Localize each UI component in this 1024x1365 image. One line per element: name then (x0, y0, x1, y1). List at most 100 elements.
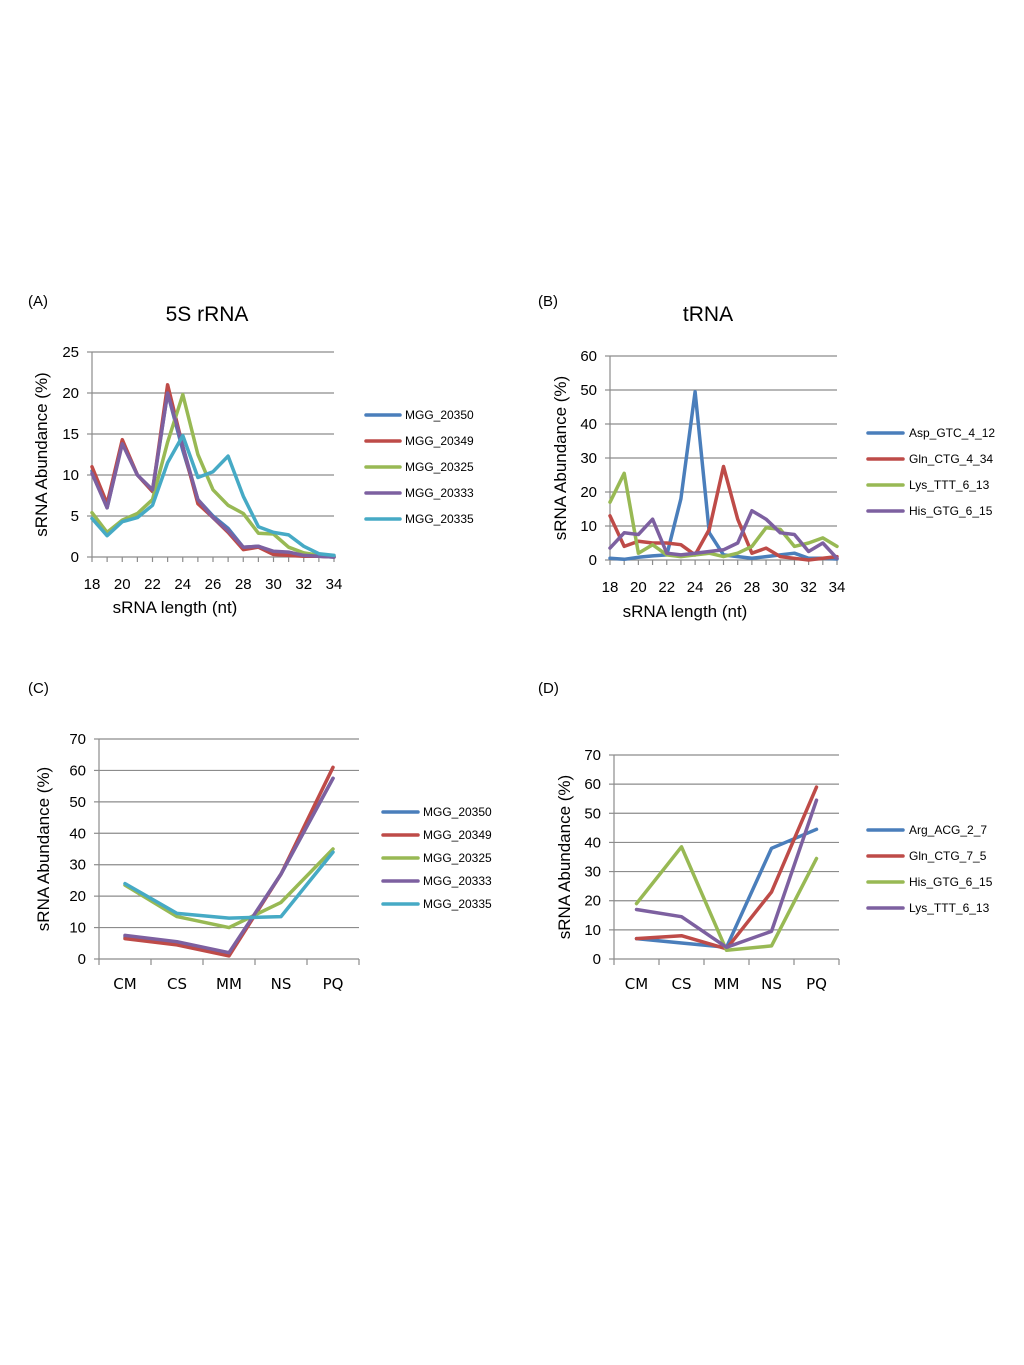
legend-entry: Asp_GTC_4_12 (909, 426, 995, 440)
y-tick-label: 15 (62, 426, 79, 443)
y-tick-label: 20 (580, 484, 597, 501)
legend-entry: MGG_20325 (423, 851, 492, 865)
series-line-his_gtg_6_15 (608, 508, 839, 561)
chart-panel-2: (B) tRNA 0 10 20 30 40 50 60 18 20 22 24 26 28 30 32 34 sR… (538, 293, 995, 621)
legend-entry: Lys_TTT_6_13 (909, 478, 990, 492)
panel-label: (A) (28, 293, 48, 310)
y-tick-label: 25 (62, 344, 79, 361)
legend-entry: MGG_20350 (423, 805, 492, 819)
x-tick-label: CM (625, 975, 648, 993)
y-tick-label: 20 (69, 888, 86, 905)
chart-panel-3: (C) 0 10 20 30 40 50 60 70 CM CS MM NS PQ sRNA Abundan… (28, 680, 492, 993)
x-tick-label: CS (672, 975, 692, 993)
panel-label: (B) (538, 293, 558, 310)
y-tick-label: 0 (589, 552, 597, 569)
x-tick-label: MM (216, 975, 242, 993)
x-axis-title: sRNA length (nt) (623, 602, 748, 621)
x-tick-label: 34 (829, 579, 846, 596)
y-tick-label: 60 (584, 776, 601, 793)
x-tick-label: 32 (295, 576, 312, 593)
y-tick-label: 60 (580, 348, 597, 365)
x-tick-label: 22 (658, 579, 675, 596)
series-line-mgg_20325 (123, 847, 335, 930)
series-line-lys_ttt_6_13 (634, 798, 819, 950)
y-tick-label: 10 (580, 518, 597, 535)
x-tick-label: 20 (114, 576, 131, 593)
legend-entry: MGG_20350 (405, 408, 474, 422)
series-line-asp_gtc_4_12 (608, 389, 839, 562)
chart-title: tRNA (683, 303, 733, 326)
series-line-mgg_20333 (90, 391, 336, 559)
series-line-mgg_20335 (123, 850, 335, 920)
x-tick-label: 30 (265, 576, 282, 593)
x-tick-label: CS (167, 975, 187, 993)
y-axis-title: sRNA Abundance (%) (32, 372, 51, 536)
y-tick-label: 0 (71, 549, 79, 566)
x-tick-label: 32 (800, 579, 817, 596)
y-tick-label: 50 (580, 382, 597, 399)
y-tick-label: 10 (62, 467, 79, 484)
y-tick-label: 0 (78, 951, 86, 968)
legend-entry: Lys_TTT_6_13 (909, 901, 990, 915)
series-line-his_gtg_6_15 (634, 845, 819, 953)
x-tick-label: CM (113, 975, 136, 993)
x-tick-label: 24 (687, 579, 704, 596)
legend-entry: MGG_20335 (423, 897, 492, 911)
y-tick-label: 20 (584, 893, 601, 910)
y-tick-label: 70 (584, 747, 601, 764)
series-line-lys_ttt_6_13 (608, 471, 839, 559)
x-tick-label: PQ (323, 975, 344, 993)
y-tick-label: 5 (71, 508, 79, 525)
x-tick-label: 28 (235, 576, 252, 593)
y-tick-label: 10 (584, 922, 601, 939)
x-tick-label: 30 (772, 579, 789, 596)
chart-panel-4: (D) 0 10 20 30 40 50 60 70 CM CS MM NS PQ sRNA Abundan… (538, 680, 993, 993)
legend-entry: MGG_20335 (405, 512, 474, 526)
panel-label: (D) (538, 680, 559, 697)
legend-entry: His_GTG_6_15 (909, 504, 993, 518)
y-tick-label: 20 (62, 385, 79, 402)
x-tick-label: 18 (84, 576, 101, 593)
series-line-mgg_20333 (123, 776, 335, 955)
legend-entry: MGG_20333 (423, 874, 492, 888)
y-tick-label: 0 (593, 951, 601, 968)
y-tick-label: 40 (69, 825, 86, 842)
y-axis-title: sRNA Abundance (%) (551, 376, 570, 540)
y-tick-label: 60 (69, 762, 86, 779)
series-line-gln_ctg_4_34 (608, 464, 839, 562)
legend-entry: Gln_CTG_4_34 (909, 452, 993, 466)
x-tick-label: 22 (144, 576, 161, 593)
y-tick-label: 40 (580, 416, 597, 433)
legend-entry: His_GTG_6_15 (909, 875, 993, 889)
chart-title: 5S rRNA (166, 303, 249, 326)
legend-entry: MGG_20349 (423, 828, 492, 842)
legend-entry: Gln_CTG_7_5 (909, 849, 987, 863)
y-tick-label: 30 (580, 450, 597, 467)
series-line-mgg_20325 (90, 392, 336, 558)
x-tick-label: NS (271, 975, 292, 993)
chart-panel-1: (A) 5S rRNA 0 5 10 15 20 25 18 20 22 24 26 28 30 32 34 sR… (28, 293, 474, 617)
x-tick-label: NS (761, 975, 782, 993)
x-tick-label: 34 (326, 576, 343, 593)
x-tick-label: 26 (715, 579, 732, 596)
x-tick-label: PQ (806, 975, 827, 993)
x-tick-label: 20 (630, 579, 647, 596)
series-line-mgg_20335 (90, 433, 336, 558)
x-tick-label: 24 (174, 576, 191, 593)
y-tick-label: 50 (69, 794, 86, 811)
y-tick-label: 50 (584, 805, 601, 822)
x-tick-label: 26 (205, 576, 222, 593)
y-axis-title: sRNA Abundance (%) (34, 767, 53, 931)
x-tick-label: 18 (602, 579, 619, 596)
legend-entry: MGG_20325 (405, 460, 474, 474)
y-tick-label: 30 (584, 864, 601, 881)
y-tick-label: 40 (584, 834, 601, 851)
x-tick-label: MM (714, 975, 740, 993)
legend-entry: MGG_20333 (405, 486, 474, 500)
panel-label: (C) (28, 680, 49, 697)
y-axis-title: sRNA Abundance (%) (555, 775, 574, 939)
legend-entry: Arg_ACG_2_7 (909, 823, 987, 837)
legend-entry: MGG_20349 (405, 434, 474, 448)
x-axis-title: sRNA length (nt) (113, 598, 238, 617)
